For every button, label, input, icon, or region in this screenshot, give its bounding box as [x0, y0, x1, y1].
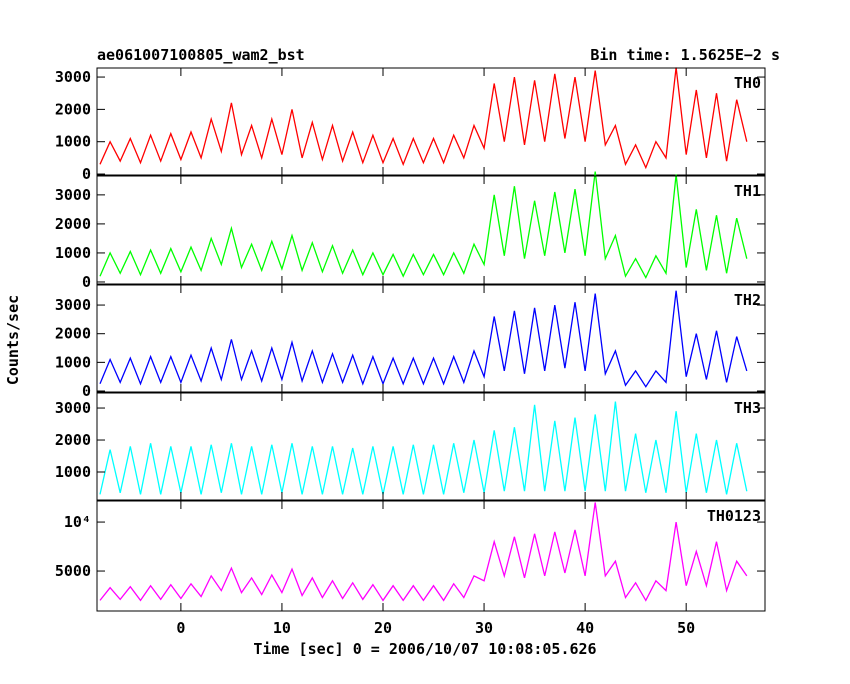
- x-tick-label: 20: [374, 619, 392, 637]
- y-tick-label: 10⁴: [64, 513, 91, 531]
- y-tick-label: 3000: [55, 296, 91, 314]
- y-tick-label: 1000: [55, 353, 91, 371]
- panel-frame: [96, 284, 766, 393]
- y-axis-label: Counts/sec: [4, 295, 22, 385]
- chart-title: ae061007100805_wam2_bst: [97, 46, 305, 64]
- x-axis-label: Time [sec] 0 = 2006/10/07 10:08:05.626: [253, 640, 596, 658]
- y-tick-label: 0: [82, 273, 91, 291]
- y-tick-label: 3000: [55, 68, 91, 86]
- y-tick-label: 2000: [55, 431, 91, 449]
- y-tick-label: 3000: [55, 399, 91, 417]
- x-tick-label: 50: [677, 619, 695, 637]
- x-tick-label: 40: [576, 619, 594, 637]
- y-tick-label: 2000: [55, 325, 91, 343]
- y-tick-label: 2000: [55, 100, 91, 118]
- y-tick-label: 0: [82, 382, 91, 400]
- x-tick-label: 10: [273, 619, 291, 637]
- panel-label: TH0123: [707, 507, 761, 525]
- panel-label: TH1: [734, 182, 761, 200]
- panel-label: TH3: [734, 399, 761, 417]
- y-tick-label: 1000: [55, 463, 91, 481]
- x-tick-label: 30: [475, 619, 493, 637]
- panel-frame: [96, 500, 766, 612]
- light-curve: [99, 502, 748, 602]
- panel-frame: [96, 392, 766, 501]
- panel-label: TH2: [734, 291, 761, 309]
- light-curve: [99, 401, 748, 495]
- panel-frame: [96, 67, 766, 176]
- y-tick-label: 3000: [55, 186, 91, 204]
- panel-frame: [96, 175, 766, 285]
- y-tick-label: 1000: [55, 244, 91, 262]
- chart-subtitle: Bin time: 1.5625E−2 s: [590, 46, 780, 64]
- y-tick-label: 2000: [55, 215, 91, 233]
- y-tick-label: 1000: [55, 133, 91, 151]
- light-curve: [99, 171, 748, 280]
- y-tick-label: 0: [82, 165, 91, 183]
- light-curve: [99, 290, 748, 388]
- light-curve: [99, 67, 748, 170]
- y-tick-label: 5000: [55, 562, 91, 580]
- panel-label: TH0: [734, 74, 761, 92]
- x-tick-label: 0: [176, 619, 185, 637]
